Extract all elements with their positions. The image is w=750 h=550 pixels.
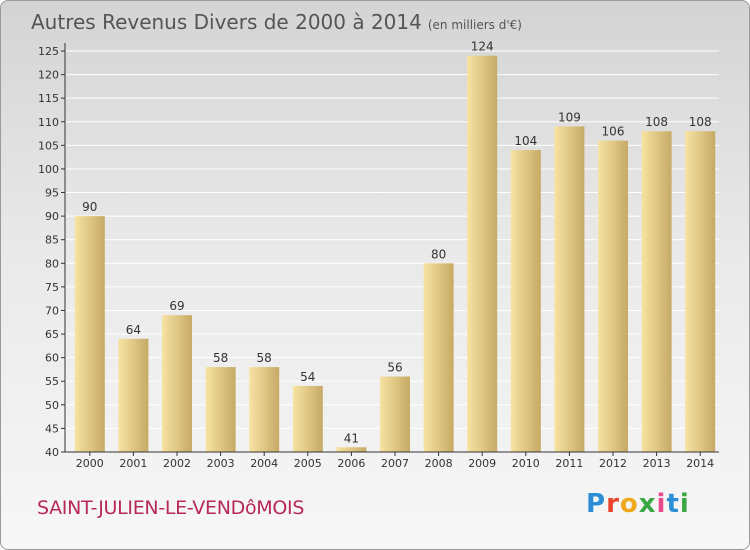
y-tick-label: 45 <box>45 422 59 435</box>
logo-letter: P <box>586 489 607 519</box>
y-tick-label: 105 <box>38 139 59 152</box>
x-tick-label: 2010 <box>512 457 540 470</box>
logo-letter: i <box>679 489 690 519</box>
title-text: Autres Revenus Divers de 2000 à 2014 <box>31 10 422 34</box>
y-tick-label: 75 <box>45 281 59 294</box>
data-label: 90 <box>82 200 97 214</box>
logo-letter: r <box>606 489 620 519</box>
x-tick-label: 2000 <box>76 457 104 470</box>
y-tick-label: 90 <box>45 210 59 223</box>
x-tick-label: 2007 <box>381 457 409 470</box>
y-tick-label: 70 <box>45 304 59 317</box>
bar <box>249 367 280 452</box>
logo-letter: x <box>638 489 657 519</box>
chart-title: Autres Revenus Divers de 2000 à 2014 (en … <box>31 10 522 34</box>
x-tick-label: 2009 <box>468 457 496 470</box>
x-tick-label: 2008 <box>425 457 453 470</box>
x-tick-label: 2006 <box>337 457 365 470</box>
bar <box>598 140 628 452</box>
y-tick-label: 50 <box>45 399 59 412</box>
data-label: 54 <box>300 370 315 384</box>
data-label: 64 <box>126 323 141 337</box>
x-tick-label: 2002 <box>163 457 191 470</box>
bar <box>467 55 498 452</box>
commune-name: SAINT-JULIEN-LE-VENDôMOIS <box>37 497 305 519</box>
data-label: 124 <box>471 40 494 54</box>
data-label: 69 <box>169 299 184 313</box>
x-tick-label: 2004 <box>250 457 278 470</box>
data-label: 80 <box>431 247 446 261</box>
data-label: 104 <box>514 134 537 148</box>
y-tick-label: 80 <box>45 257 59 270</box>
x-tick-label: 2013 <box>643 457 671 470</box>
logo-letter: i <box>656 489 667 519</box>
data-label: 58 <box>213 351 228 365</box>
unit-note: (en milliers d'€) <box>427 18 522 32</box>
bar <box>554 126 585 452</box>
bar <box>336 447 367 452</box>
x-tick-label: 2014 <box>686 457 714 470</box>
y-tick-label: 100 <box>38 163 59 176</box>
proxiti-logo: Proxiti <box>586 489 690 519</box>
bar <box>205 367 236 452</box>
y-tick-label: 60 <box>45 352 59 365</box>
bar <box>641 131 672 452</box>
x-tick-label: 2003 <box>207 457 235 470</box>
bar <box>118 338 149 452</box>
bar <box>292 385 323 452</box>
bar <box>685 131 716 452</box>
y-tick-label: 115 <box>38 92 59 105</box>
y-tick-label: 65 <box>45 328 59 341</box>
logo-letter: t <box>666 489 680 519</box>
y-tick-label: 85 <box>45 234 59 247</box>
bar <box>162 315 192 452</box>
bar <box>74 216 105 452</box>
y-tick-label: 40 <box>45 446 59 459</box>
x-tick-label: 2001 <box>119 457 147 470</box>
y-tick-label: 55 <box>45 375 59 388</box>
data-label: 106 <box>602 125 625 139</box>
bar <box>510 150 541 452</box>
data-label: 58 <box>257 351 272 365</box>
data-label: 41 <box>344 431 359 445</box>
y-tick-label: 125 <box>38 45 59 58</box>
bar <box>423 263 454 452</box>
x-tick-label: 2011 <box>555 457 583 470</box>
y-tick-label: 95 <box>45 187 59 200</box>
y-tick-label: 110 <box>38 116 59 129</box>
x-tick-label: 2012 <box>599 457 627 470</box>
data-label: 108 <box>645 115 668 129</box>
logo-letter: o <box>619 489 639 519</box>
y-tick-label: 120 <box>38 69 59 82</box>
data-label: 56 <box>387 361 402 375</box>
bar <box>380 376 410 452</box>
x-tick-label: 2005 <box>294 457 322 470</box>
data-label: 108 <box>689 115 712 129</box>
data-label: 109 <box>558 110 581 124</box>
